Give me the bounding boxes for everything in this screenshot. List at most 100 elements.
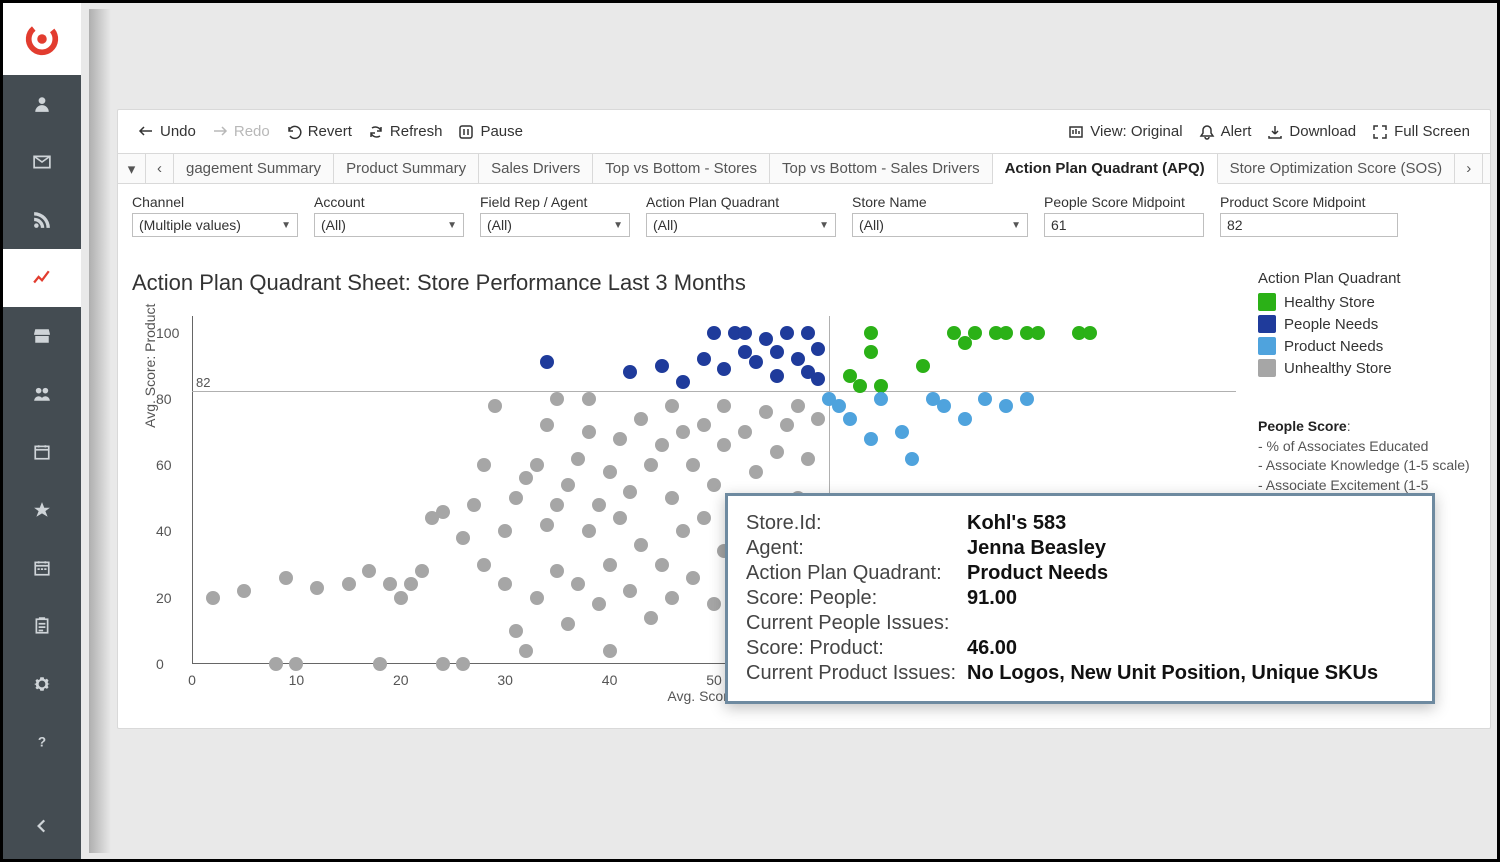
data-point[interactable] <box>707 597 721 611</box>
legend-item-healthy[interactable]: Healthy Store <box>1258 293 1476 311</box>
data-point[interactable] <box>686 458 700 472</box>
data-point[interactable] <box>864 432 878 446</box>
data-point[interactable] <box>436 505 450 519</box>
download-button[interactable]: Download <box>1259 119 1364 144</box>
undo-button[interactable]: Undo <box>130 119 204 144</box>
data-point[interactable] <box>634 412 648 426</box>
gear-icon[interactable] <box>3 655 81 713</box>
data-point[interactable] <box>269 657 283 671</box>
filter-store[interactable]: (All)▼ <box>852 213 1028 237</box>
tab-action-plan-quadrant-apq-[interactable]: Action Plan Quadrant (APQ) <box>993 154 1218 184</box>
input-people_mid[interactable]: 61 <box>1044 213 1204 237</box>
data-point[interactable] <box>676 524 690 538</box>
data-point[interactable] <box>853 379 867 393</box>
data-point[interactable] <box>509 491 523 505</box>
data-point[interactable] <box>456 657 470 671</box>
legend-item-product[interactable]: Product Needs <box>1258 337 1476 355</box>
data-point[interactable] <box>770 369 784 383</box>
tab-store-optimization-score-sos-[interactable]: Store Optimization Score (SOS) <box>1218 154 1456 183</box>
alert-button[interactable]: Alert <box>1191 119 1260 144</box>
data-point[interactable] <box>801 326 815 340</box>
data-point[interactable] <box>770 345 784 359</box>
data-point[interactable] <box>978 392 992 406</box>
data-point[interactable] <box>749 355 763 369</box>
rss-icon[interactable] <box>3 191 81 249</box>
data-point[interactable] <box>874 392 888 406</box>
data-point[interactable] <box>498 577 512 591</box>
data-point[interactable] <box>676 425 690 439</box>
data-point[interactable] <box>623 485 637 499</box>
data-point[interactable] <box>864 326 878 340</box>
data-point[interactable] <box>613 432 627 446</box>
data-point[interactable] <box>697 352 711 366</box>
data-point[interactable] <box>874 379 888 393</box>
data-point[interactable] <box>571 577 585 591</box>
data-point[interactable] <box>937 399 951 413</box>
data-point[interactable] <box>582 425 596 439</box>
data-point[interactable] <box>561 617 575 631</box>
data-point[interactable] <box>603 465 617 479</box>
data-point[interactable] <box>582 392 596 406</box>
tab-product-summary[interactable]: Product Summary <box>334 154 479 183</box>
data-point[interactable] <box>749 465 763 479</box>
data-point[interactable] <box>362 564 376 578</box>
data-point[interactable] <box>404 577 418 591</box>
data-point[interactable] <box>665 399 679 413</box>
fullscreen-button[interactable]: Full Screen <box>1364 119 1478 144</box>
mail-icon[interactable] <box>3 133 81 191</box>
collapse-nav-icon[interactable] <box>3 797 81 855</box>
filter-channel[interactable]: (Multiple values)▼ <box>132 213 298 237</box>
filter-account[interactable]: (All)▼ <box>314 213 464 237</box>
data-point[interactable] <box>968 326 982 340</box>
data-point[interactable] <box>592 597 606 611</box>
data-point[interactable] <box>1031 326 1045 340</box>
data-point[interactable] <box>665 491 679 505</box>
data-point[interactable] <box>811 372 825 386</box>
data-point[interactable] <box>644 611 658 625</box>
data-point[interactable] <box>310 581 324 595</box>
data-point[interactable] <box>477 558 491 572</box>
data-point[interactable] <box>686 571 700 585</box>
data-point[interactable] <box>540 418 554 432</box>
data-point[interactable] <box>634 538 648 552</box>
data-point[interactable] <box>373 657 387 671</box>
chart-icon[interactable] <box>3 249 81 307</box>
data-point[interactable] <box>550 392 564 406</box>
data-point[interactable] <box>623 584 637 598</box>
data-point[interactable] <box>289 657 303 671</box>
tab-menu-icon[interactable]: ▾ <box>118 154 146 183</box>
brand-logo[interactable] <box>3 3 81 75</box>
data-point[interactable] <box>550 564 564 578</box>
help-icon[interactable]: ? <box>3 713 81 771</box>
data-point[interactable] <box>540 518 554 532</box>
data-point[interactable] <box>655 558 669 572</box>
data-point[interactable] <box>436 657 450 671</box>
data-point[interactable] <box>519 471 533 485</box>
data-point[interactable] <box>791 399 805 413</box>
data-point[interactable] <box>665 591 679 605</box>
data-point[interactable] <box>717 399 731 413</box>
data-point[interactable] <box>1020 392 1034 406</box>
data-point[interactable] <box>999 326 1013 340</box>
data-point[interactable] <box>415 564 429 578</box>
calendar2-icon[interactable] <box>3 539 81 597</box>
data-point[interactable] <box>811 412 825 426</box>
legend-item-unhealthy[interactable]: Unhealthy Store <box>1258 359 1476 377</box>
data-point[interactable] <box>477 458 491 472</box>
data-point[interactable] <box>707 326 721 340</box>
tab-top-vs-bottom-sales-drivers[interactable]: Top vs Bottom - Sales Drivers <box>770 154 993 183</box>
data-point[interactable] <box>791 352 805 366</box>
data-point[interactable] <box>342 577 356 591</box>
tab-gagement-summary[interactable]: gagement Summary <box>174 154 334 183</box>
data-point[interactable] <box>603 558 617 572</box>
data-point[interactable] <box>206 591 220 605</box>
data-point[interactable] <box>905 452 919 466</box>
data-point[interactable] <box>717 362 731 376</box>
data-point[interactable] <box>999 399 1013 413</box>
data-point[interactable] <box>676 375 690 389</box>
legend-item-people[interactable]: People Needs <box>1258 315 1476 333</box>
data-point[interactable] <box>237 584 251 598</box>
data-point[interactable] <box>770 445 784 459</box>
data-point[interactable] <box>717 438 731 452</box>
data-point[interactable] <box>530 591 544 605</box>
